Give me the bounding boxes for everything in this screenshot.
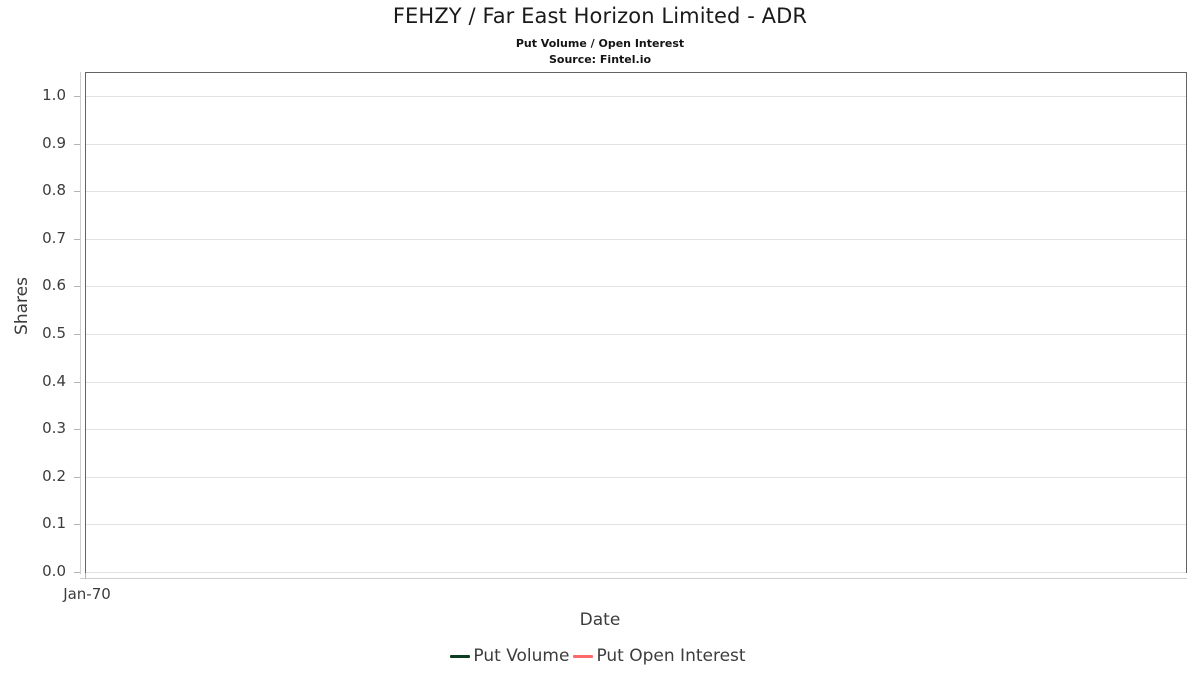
y-axis-tick-label: 0.0 xyxy=(42,562,66,580)
y-axis-tick-mark xyxy=(74,429,80,431)
y-axis-tick-mark xyxy=(74,524,80,526)
y-axis-tick-label: 1.0 xyxy=(42,86,66,104)
chart-title: FEHZY / Far East Horizon Limited - ADR xyxy=(392,4,808,28)
legend-swatch-put-volume-icon xyxy=(450,654,471,658)
y-axis-tick-label: 0.9 xyxy=(42,133,66,152)
y-axis-tick-mark xyxy=(74,381,80,383)
y-axis-tick-mark xyxy=(74,238,80,240)
gridline-y xyxy=(86,429,1186,431)
gridline-y xyxy=(86,191,1186,193)
gridline-y xyxy=(86,524,1186,526)
legend-label-put-volume: Put Volume xyxy=(473,646,570,666)
chart-source-attribution: Source: Fintel.io xyxy=(548,53,652,66)
y-axis-tick-mark xyxy=(74,191,80,193)
y-axis-tick-mark xyxy=(74,334,80,335)
y-axis-tick-label: 0.6 xyxy=(42,276,66,295)
y-axis-tick-mark xyxy=(74,572,80,573)
plot-area xyxy=(85,72,1187,573)
x-axis-title: Date xyxy=(579,610,621,630)
y-axis-tick-label: 0.4 xyxy=(42,371,66,390)
y-axis-tick-mark xyxy=(74,143,80,145)
gridline-y xyxy=(86,381,1186,383)
y-axis-tick-label: 0.5 xyxy=(42,324,66,342)
chart-subtitle: Put Volume / Open Interest xyxy=(515,37,685,50)
gridline-y xyxy=(86,96,1186,97)
gridline-y xyxy=(86,572,1186,573)
legend-label-put-open-interest: Put Open Interest xyxy=(596,646,746,666)
gridline-y xyxy=(86,334,1186,335)
x-axis-spine xyxy=(80,578,1187,579)
y-axis-tick-label: 0.8 xyxy=(42,181,66,200)
y-axis-tick-label: 0.2 xyxy=(42,466,66,485)
y-axis-tick-mark xyxy=(74,96,80,97)
y-axis-tick-label: 0.7 xyxy=(42,228,66,247)
x-axis-tick-mark xyxy=(85,573,86,579)
y-axis-tick-label: 0.1 xyxy=(42,514,66,533)
gridline-y xyxy=(86,143,1186,145)
legend-swatch-put-open-interest-icon xyxy=(573,654,594,658)
y-axis-tick-mark xyxy=(74,286,80,288)
y-axis-tick-label: 0.3 xyxy=(42,419,66,438)
y-axis-tick-mark xyxy=(74,476,80,478)
chart-legend: Put Volume Put Open Interest xyxy=(0,646,1200,666)
gridline-y xyxy=(86,238,1186,240)
y-axis-spine xyxy=(80,72,81,574)
gridline-y xyxy=(86,476,1186,478)
legend-item-put-volume[interactable]: Put Volume xyxy=(450,646,573,666)
legend-item-put-open-interest[interactable]: Put Open Interest xyxy=(573,646,749,666)
gridline-y xyxy=(86,286,1186,288)
x-axis-tick-label-jan-70: Jan-70 xyxy=(63,585,111,603)
